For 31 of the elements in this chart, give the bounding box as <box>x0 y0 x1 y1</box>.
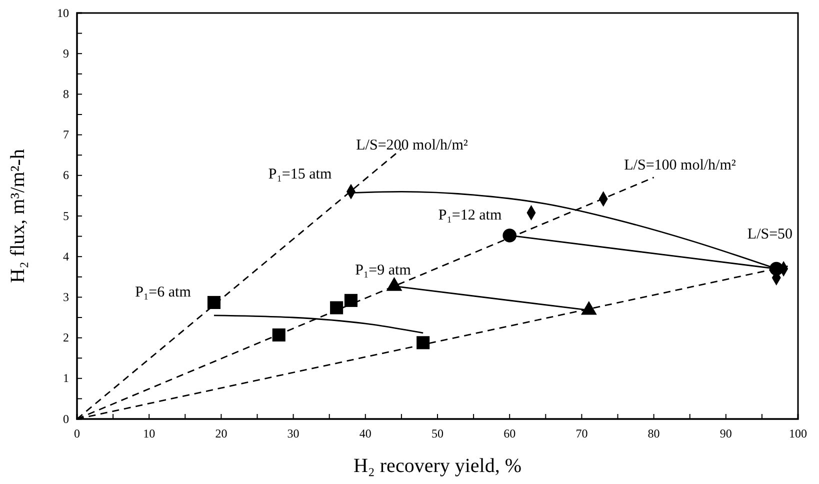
y-tick-label: 7 <box>63 128 69 142</box>
y-tick-label: 5 <box>63 208 69 223</box>
y-tick-label: 9 <box>63 46 69 60</box>
annotation: P₁=12 atm <box>438 207 502 224</box>
x-tick-label: 10 <box>143 426 156 441</box>
annotation: L/S=200 mol/h/m² <box>356 137 468 154</box>
x-tick-label: 20 <box>215 426 228 441</box>
annotation: P₁=15 atm <box>268 166 332 182</box>
annotation: P₁=9 atm <box>355 262 412 278</box>
annotation: L/S=50 <box>747 226 793 242</box>
x-tick-label: 100 <box>789 426 807 441</box>
y-tick-label: 0 <box>63 412 69 426</box>
y-axis-title: H₂ flux, m³/m²-h <box>7 149 29 283</box>
annotation: P₁=6 atm <box>135 284 192 300</box>
x-tick-label: 90 <box>720 426 732 441</box>
y-tick-label: 1 <box>63 371 69 386</box>
x-tick-label: 70 <box>576 426 588 441</box>
x-tick-label: 50 <box>432 426 444 441</box>
y-tick-label: 6 <box>63 168 69 182</box>
y-tick-label: 8 <box>63 87 69 102</box>
x-tick-label: 80 <box>648 426 660 441</box>
x-tick-label: 0 <box>74 426 80 441</box>
x-tick-label: 60 <box>504 426 516 441</box>
x-axis-title: H₂ recovery yield, % <box>353 455 522 477</box>
annotation: L/S=100 mol/h/m² <box>624 157 736 174</box>
x-tick-label: 30 <box>287 426 300 441</box>
x-tick-label: 40 <box>359 426 372 441</box>
y-tick-label: 4 <box>63 249 69 264</box>
y-tick-label: 10 <box>57 6 69 20</box>
y-tick-label: 3 <box>63 290 69 304</box>
y-tick-label: 2 <box>63 330 69 345</box>
